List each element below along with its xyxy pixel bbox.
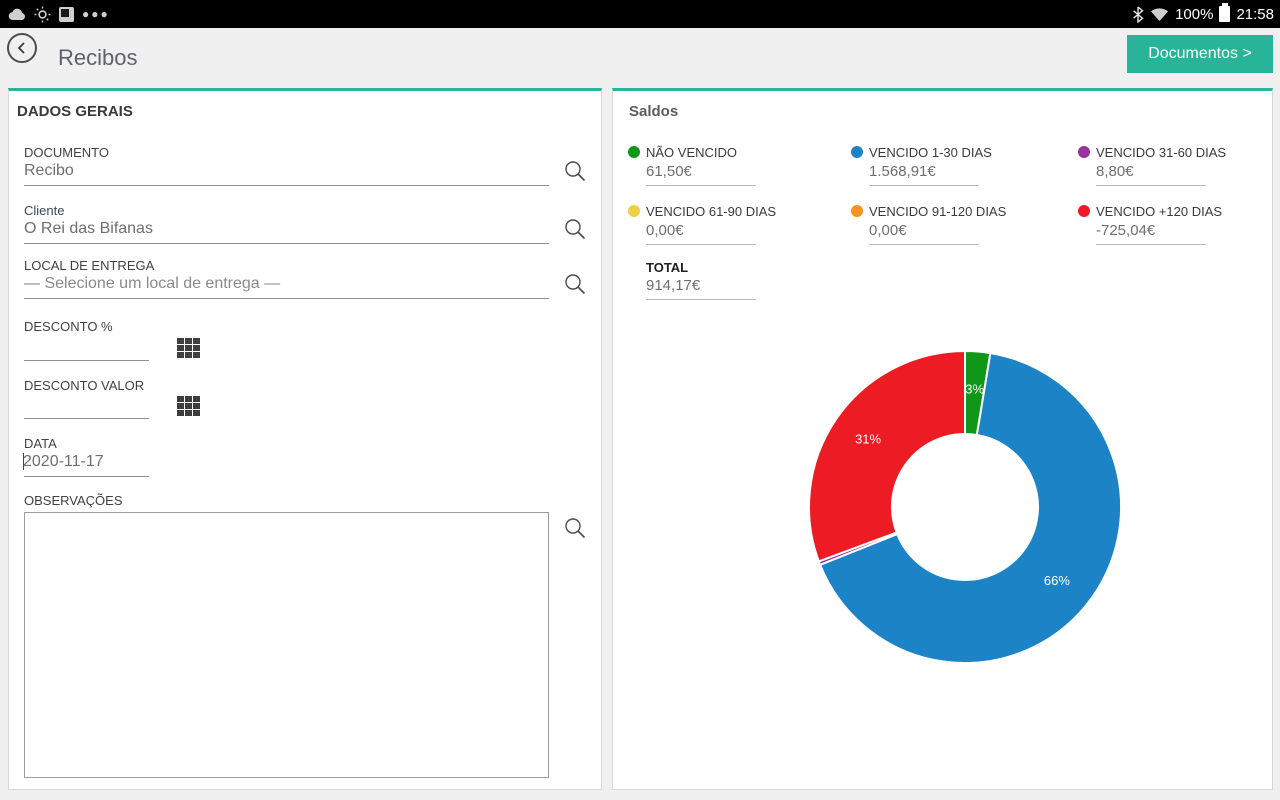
cliente-label: Cliente bbox=[24, 203, 65, 218]
legend-underline bbox=[1096, 244, 1206, 245]
legend-dot bbox=[851, 205, 863, 217]
legend-label: VENCIDO 61-90 DIAS bbox=[646, 204, 777, 219]
legend-dot bbox=[628, 146, 640, 158]
desconto-valor-underline bbox=[24, 418, 149, 419]
desconto-valor-keypad-icon[interactable] bbox=[177, 396, 200, 416]
documento-search-icon[interactable] bbox=[563, 159, 587, 183]
desconto-pct-underline bbox=[24, 360, 149, 361]
legend-dot bbox=[628, 205, 640, 217]
data-label: DATA bbox=[24, 436, 57, 451]
total-value: 914,17€ bbox=[646, 277, 701, 294]
chevron-left-icon bbox=[17, 42, 25, 54]
local-entrega-underline bbox=[24, 298, 549, 299]
pie-slice-label: 3% bbox=[965, 381, 984, 396]
back-button[interactable] bbox=[7, 33, 37, 63]
cliente-search-icon[interactable] bbox=[563, 217, 587, 241]
legend-underline bbox=[869, 185, 979, 186]
desconto-pct-keypad-icon[interactable] bbox=[177, 338, 200, 358]
legend-underline bbox=[1096, 185, 1206, 186]
legend-dot bbox=[1078, 146, 1090, 158]
page-title: Recibos bbox=[58, 45, 138, 70]
cliente-underline bbox=[24, 243, 549, 244]
documento-underline bbox=[24, 185, 549, 186]
saldos-donut-chart[interactable]: 3% 66% 31% bbox=[613, 91, 1274, 790]
local-entrega-field[interactable]: — Selecione um local de entrega — bbox=[24, 275, 281, 292]
section-title: DADOS GERAIS bbox=[17, 103, 133, 120]
desconto-pct-label: DESCONTO % bbox=[24, 319, 113, 334]
legend-value: -725,04€ bbox=[1096, 222, 1156, 239]
legend-value: 1.568,91€ bbox=[869, 163, 936, 180]
total-underline bbox=[646, 299, 756, 300]
bluetooth-icon bbox=[1132, 5, 1144, 23]
documents-button[interactable]: Documentos > bbox=[1127, 35, 1273, 73]
clock: 21:58 bbox=[1236, 5, 1274, 23]
legend-dot bbox=[1078, 205, 1090, 217]
pie-slice[interactable] bbox=[818, 351, 1122, 664]
legend-label: VENCIDO 91-120 DIAS bbox=[869, 204, 1007, 219]
observacoes-search-icon[interactable] bbox=[563, 516, 587, 540]
flipboard-icon bbox=[59, 6, 74, 22]
legend-label: VENCIDO 31-60 DIAS bbox=[1096, 145, 1227, 160]
legend-underline bbox=[869, 244, 979, 245]
text-cursor bbox=[23, 453, 24, 471]
battery-percentage: 100% bbox=[1175, 5, 1214, 23]
more-notifications-icon: ●●● bbox=[82, 7, 110, 21]
legend-value: 0,00€ bbox=[869, 222, 907, 239]
app-header: Recibos Documentos > bbox=[0, 28, 1280, 88]
data-underline bbox=[24, 476, 149, 477]
desconto-valor-label: DESCONTO VALOR bbox=[24, 378, 145, 393]
pie-slice-label: 66% bbox=[1044, 573, 1070, 588]
total-label: TOTAL bbox=[646, 260, 689, 275]
local-entrega-label: LOCAL DE ENTREGA bbox=[24, 258, 155, 273]
documento-field[interactable]: Recibo bbox=[24, 162, 74, 179]
saldos-title: Saldos bbox=[629, 103, 679, 120]
legend-dot bbox=[851, 146, 863, 158]
cloud-icon bbox=[8, 7, 26, 21]
legend-underline bbox=[646, 244, 756, 245]
observacoes-textarea[interactable] bbox=[24, 512, 549, 778]
battery-icon bbox=[1219, 3, 1231, 22]
pie-slice[interactable] bbox=[808, 349, 966, 563]
legend-label: NÃO VENCIDO bbox=[646, 145, 738, 160]
saldos-panel: Saldos NÃO VENCIDO 61,50€ VENCIDO 1-30 D… bbox=[612, 88, 1273, 790]
data-field[interactable]: 2020-11-17 bbox=[23, 453, 104, 471]
legend-label: VENCIDO +120 DIAS bbox=[1096, 204, 1223, 219]
pie-slice-label: 31% bbox=[855, 432, 881, 447]
legend-value: 0,00€ bbox=[646, 222, 684, 239]
legend-underline bbox=[646, 185, 756, 186]
weather-icon bbox=[34, 6, 51, 23]
observacoes-label: OBSERVAÇÕES bbox=[24, 493, 123, 508]
wifi-icon bbox=[1150, 7, 1169, 22]
status-bar: ●●● 100% 21:58 bbox=[0, 0, 1280, 28]
legend-value: 8,80€ bbox=[1096, 163, 1134, 180]
local-entrega-search-icon[interactable] bbox=[563, 272, 587, 296]
general-data-panel: DADOS GERAIS DOCUMENTO Recibo Cliente O … bbox=[8, 88, 602, 790]
legend-label: VENCIDO 1-30 DIAS bbox=[869, 145, 992, 160]
legend-value: 61,50€ bbox=[646, 163, 692, 180]
cliente-field[interactable]: O Rei das Bifanas bbox=[24, 220, 153, 237]
documento-label: DOCUMENTO bbox=[24, 145, 109, 160]
